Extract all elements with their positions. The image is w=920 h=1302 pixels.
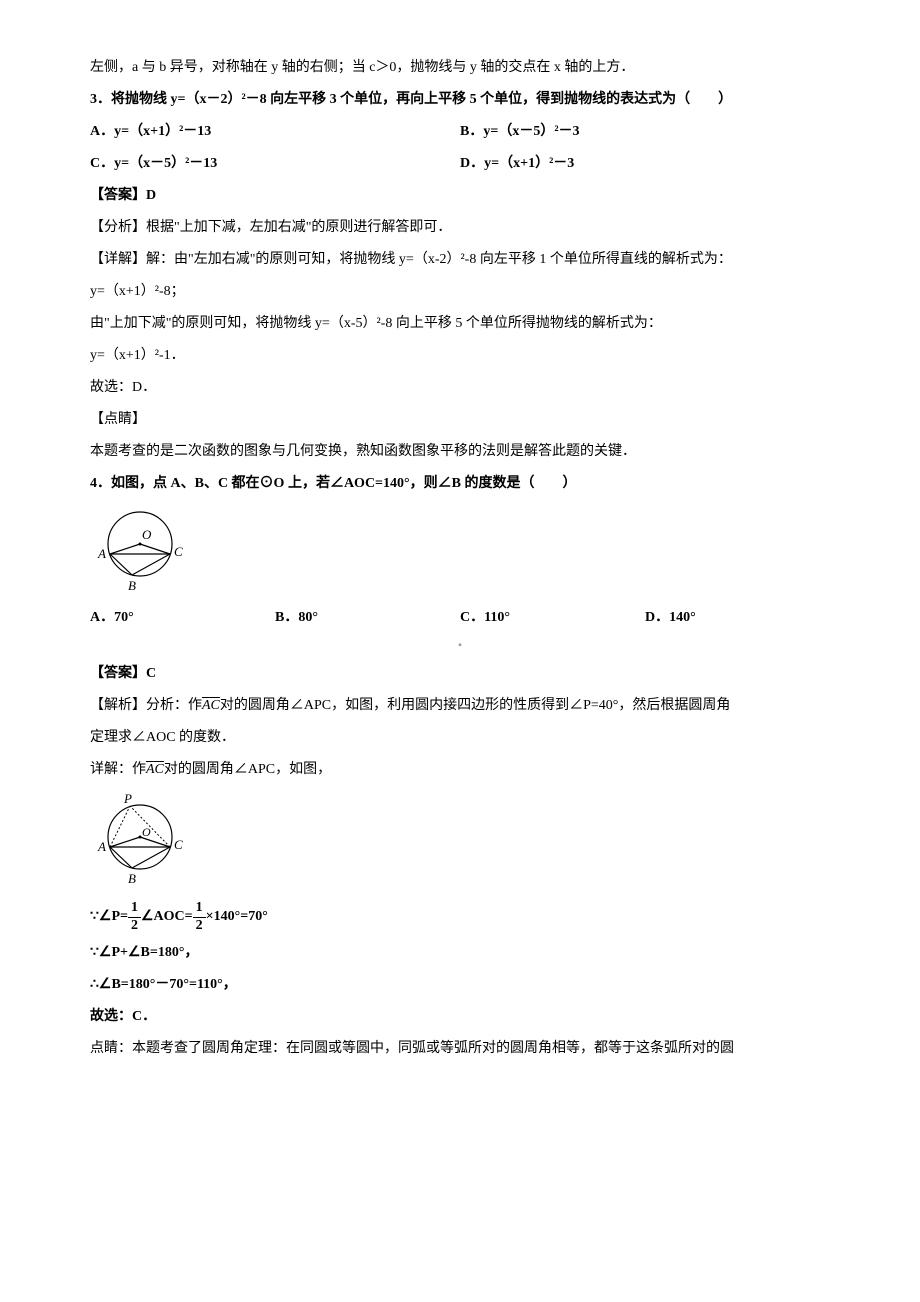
q3-options2: C．y=（x－5）²－13 D．y=（x+1）²－3 — [90, 150, 830, 178]
calc-mid: ∠AOC= — [141, 903, 193, 931]
q4-line4: 故选：C． — [90, 1003, 830, 1031]
circle-diagram-2: O A C B P — [90, 792, 210, 892]
q3-answer: 【答案】D — [90, 182, 830, 210]
q4-analysis: 【解析】分析：作AC对的圆周角∠APC，如图，利用圆内接四边形的性质得到∠P=4… — [90, 692, 830, 720]
q4-analysis-p2: 对的圆周角∠APC，如图，利用圆内接四边形的性质得到∠P=40°，然后根据圆周角 — [220, 698, 731, 713]
svg-text:O: O — [142, 825, 151, 839]
q3-stem: 3．将抛物线 y=（x－2）²－8 向左平移 3 个单位，再向上平移 5 个单位… — [90, 86, 830, 114]
q3-detail4: y=（x+1）²-1． — [90, 342, 830, 370]
q4-options: A．70° B．80° C．110° D．140° — [90, 604, 830, 632]
q4-optD: D．140° — [645, 604, 830, 632]
q4-optA: A．70° — [90, 604, 275, 632]
circle-diagram-1: O A C B — [90, 506, 210, 596]
fraction-2: 12 — [193, 900, 206, 935]
svg-text:B: B — [128, 871, 136, 886]
calc-suffix: ×140°=70° — [206, 903, 268, 931]
center-marker: ▪ — [90, 636, 830, 656]
q3-options: A．y=（x+1）²－13 B．y=（x－5）²－3 — [90, 118, 830, 146]
calc-prefix: ∵∠P= — [90, 903, 128, 931]
svg-text:A: A — [97, 839, 106, 854]
q4-analysis-p1: 【解析】分析：作 — [90, 698, 202, 713]
q3-detail2: y=（x+1）²-8； — [90, 278, 830, 306]
q4-line2: ∵∠P+∠B=180°， — [90, 939, 830, 967]
q4-optC: C．110° — [460, 604, 645, 632]
q3-optA: A．y=（x+1）²－13 — [90, 118, 460, 146]
q4-optB: B．80° — [275, 604, 460, 632]
intro-text: 左侧，a 与 b 异号，对称轴在 y 轴的右侧；当 c＞0，抛物线与 y 轴的交… — [90, 54, 830, 82]
q3-analysis: 【分析】根据"上加下减，左加右减"的原则进行解答即可． — [90, 214, 830, 242]
svg-text:B: B — [128, 578, 136, 593]
q3-point-label: 【点睛】 — [90, 406, 830, 434]
arc-ac-1: AC — [202, 698, 220, 713]
q4-detail-p1: 详解：作 — [90, 762, 146, 777]
svg-text:P: P — [123, 792, 132, 806]
q4-analysis-p3: 定理求∠AOC 的度数． — [90, 724, 830, 752]
q4-detail-p2: 对的圆周角∠APC，如图， — [164, 762, 331, 777]
svg-text:C: C — [174, 837, 183, 852]
q3-optB: B．y=（x－5）²－3 — [460, 118, 830, 146]
q3-detail5: 故选：D． — [90, 374, 830, 402]
q4-figure2: O A C B P — [90, 792, 830, 892]
q4-stem: 4．如图，点 A、B、C 都在⊙O 上，若∠AOC=140°，则∠B 的度数是（… — [90, 470, 830, 498]
arc-ac-2: AC — [146, 762, 164, 777]
q4-answer: 【答案】C — [90, 660, 830, 688]
svg-text:O: O — [142, 527, 152, 542]
q3-optC: C．y=（x－5）²－13 — [90, 150, 460, 178]
svg-text:C: C — [174, 544, 183, 559]
q4-calc: ∵∠P= 12 ∠AOC= 12 ×140°=70° — [90, 900, 830, 935]
q3-point-text: 本题考查的是二次函数的图象与几何变换，熟知函数图象平移的法则是解答此题的关键． — [90, 438, 830, 466]
q4-figure1: O A C B — [90, 506, 830, 596]
q3-detail1: 【详解】解：由"左加右减"的原则可知，将抛物线 y=（x-2）²-8 向左平移 … — [90, 246, 830, 274]
svg-text:A: A — [97, 546, 106, 561]
q4-point: 点睛：本题考查了圆周角定理：在同圆或等圆中，同弧或等弧所对的圆周角相等，都等于这… — [90, 1035, 830, 1063]
fraction-1: 12 — [128, 900, 141, 935]
q3-detail3: 由"上加下减"的原则可知，将抛物线 y=（x-5）²-8 向上平移 5 个单位所… — [90, 310, 830, 338]
q4-detail: 详解：作AC对的圆周角∠APC，如图， — [90, 756, 830, 784]
q3-optD: D．y=（x+1）²－3 — [460, 150, 830, 178]
q4-line3: ∴∠B=180°－70°=110°， — [90, 971, 830, 999]
